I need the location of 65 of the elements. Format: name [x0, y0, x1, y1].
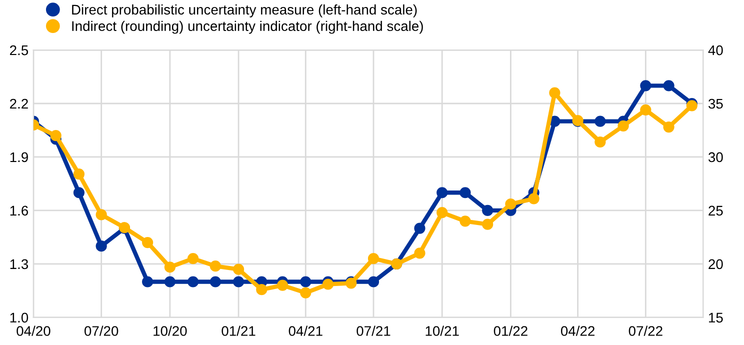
point [640, 80, 652, 92]
point [73, 168, 85, 180]
point [142, 276, 154, 288]
legend-label: Direct probabilistic uncertainty measure (left-hand scale) [72, 4, 417, 18]
point [187, 253, 199, 264]
point [663, 121, 674, 133]
point [50, 130, 62, 142]
x-tick-label: 01/22 [494, 326, 528, 336]
point [142, 236, 154, 248]
point [436, 207, 448, 218]
x-tick-label: 04/20 [16, 326, 50, 336]
point [210, 260, 221, 272]
point [368, 276, 380, 288]
point [232, 276, 244, 288]
point [505, 198, 516, 210]
point [322, 278, 334, 290]
y-tick-label: 1.6 [10, 206, 28, 216]
x-tick-label: 04/22 [560, 326, 594, 336]
y-tick-label: 2.5 [10, 45, 28, 56]
point [594, 116, 606, 127]
point [300, 287, 312, 298]
y2-tick-label: 30 [708, 152, 723, 162]
x-tick-label: 04/21 [288, 326, 322, 336]
point [663, 80, 674, 92]
y-tick-label: 1.9 [10, 152, 28, 162]
y2-tick-label: 20 [708, 259, 723, 270]
y-tick-label: 1.3 [10, 259, 28, 270]
point [482, 218, 494, 230]
point [460, 187, 471, 198]
y2-tick-label: 15 [709, 312, 723, 323]
legend-label: Indirect (rounding) uncertainty indicator (right-hand scale) [72, 20, 423, 34]
point [164, 276, 176, 288]
point [276, 280, 288, 291]
point [414, 222, 426, 234]
point [549, 87, 560, 98]
point [414, 248, 426, 259]
point [210, 276, 221, 288]
point [96, 209, 107, 220]
point [256, 284, 268, 296]
y-tick-label: 1.0 [10, 312, 28, 323]
point [96, 240, 107, 252]
point [164, 262, 176, 273]
y-tick-label: 2.2 [10, 98, 28, 109]
point [232, 264, 244, 275]
x-tick-label: 10/21 [426, 326, 459, 336]
point [618, 120, 629, 132]
y2-tick-label: 40 [708, 45, 723, 56]
point [686, 100, 698, 112]
y2-tick-label: 25 [708, 206, 723, 216]
point [640, 104, 652, 116]
x-tick-label: 07/22 [628, 326, 662, 336]
x-tick-label: 10/20 [154, 326, 187, 336]
x-tick-label: 01/21 [222, 326, 256, 336]
point [73, 187, 85, 198]
x-tick-label: 07/21 [356, 326, 390, 336]
x-tick-label: 07/20 [84, 326, 118, 336]
point [368, 253, 380, 264]
point [436, 187, 448, 198]
y2-tick-label: 35 [708, 98, 723, 109]
point [528, 193, 540, 204]
point [187, 276, 199, 288]
point [300, 276, 312, 288]
point [460, 216, 471, 227]
point [594, 136, 606, 148]
point [482, 204, 494, 216]
